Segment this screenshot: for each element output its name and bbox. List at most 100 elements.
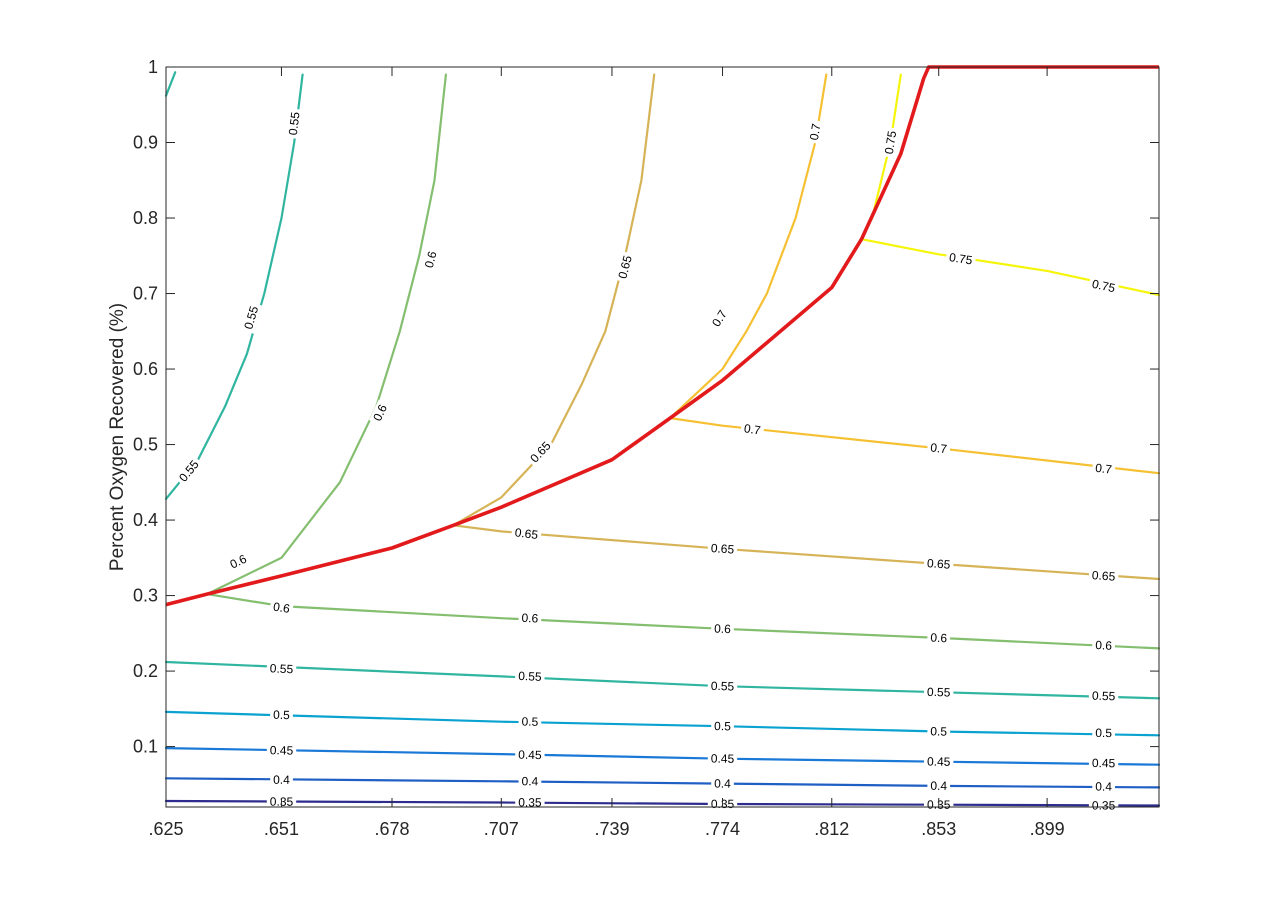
x-tick-label: .651 [264, 819, 299, 839]
contour-label-0.5-0: 0.5 [269, 707, 294, 723]
contour-label-background [707, 678, 738, 694]
y-tick-label: 0.3 [133, 586, 158, 606]
contour-label-0.35-1: 0.35 [515, 795, 545, 810]
contour-label-background [1092, 725, 1116, 741]
contour-label-text: 0.75 [948, 250, 974, 267]
contour-label-background [224, 550, 252, 573]
contour-label-background [923, 754, 954, 769]
contour-label-text: 0.6 [370, 402, 390, 423]
contour-label-background [1092, 779, 1116, 794]
contour-label-text: 0.75 [882, 130, 899, 156]
contour-label-text: 0.6 [272, 599, 291, 616]
contour-label-0.55-2: 0.55 [707, 678, 738, 694]
contour-label-text: 0.55 [518, 669, 542, 684]
contour-label-background [266, 743, 297, 758]
contour-label-text: 0.65 [615, 254, 635, 280]
contour-label-background [707, 751, 738, 766]
contour-label-text: 0.75 [1091, 277, 1117, 296]
contour-label-background [515, 747, 545, 763]
contour-label-background [945, 249, 977, 268]
contour-label-background [923, 555, 954, 572]
y-tick-label: 0.1 [133, 737, 158, 757]
contour-label-text: 0.6 [228, 552, 249, 572]
contour-label-background [614, 251, 636, 284]
contour-label-background [1088, 755, 1119, 771]
contour-label-0.7-4: 0.7 [806, 119, 824, 145]
y-tick-label: 0.7 [133, 284, 158, 304]
contour-label-0.5-4: 0.5 [1092, 725, 1116, 741]
contour-label-background [525, 436, 556, 468]
contour-line-0.55-2 [164, 71, 177, 97]
contour-label-0.65-0: 0.65 [510, 524, 542, 543]
contour-label-background [1088, 567, 1119, 584]
contour-label-0.75-2: 0.75 [881, 126, 900, 159]
contour-label-text: 0.4 [521, 774, 538, 788]
contour-label-background [270, 772, 293, 787]
contour-label-0.45-0: 0.45 [266, 743, 297, 758]
contour-label-background [806, 119, 824, 145]
y-tick-label: 0.4 [133, 510, 158, 530]
x-tick-label: .812 [814, 819, 849, 839]
contour-label-0.6-5: 0.6 [224, 550, 252, 573]
contour-label-background [923, 684, 954, 700]
contour-label-text: 0.7 [1095, 461, 1113, 477]
x-tick-label: .707 [484, 819, 519, 839]
contour-label-text: 0.55 [286, 111, 303, 136]
contour-label-background [927, 724, 951, 739]
contour-label-text: 0.55 [927, 685, 951, 700]
contour-label-text: 0.45 [711, 752, 735, 766]
contour-label-background [269, 598, 294, 617]
contour-label-0.75-1: 0.75 [1087, 276, 1120, 296]
contour-label-background [927, 630, 951, 646]
contour-label-background [510, 524, 542, 543]
contour-label-0.7-2: 0.7 [1091, 460, 1116, 477]
contour-label-background [927, 778, 951, 794]
contour-label-0.5-3: 0.5 [927, 724, 951, 739]
contour-label-0.55-0: 0.55 [266, 661, 297, 677]
contour-label-0.7-1: 0.7 [926, 440, 951, 457]
contour-label-text: 0.5 [930, 724, 947, 738]
contour-label-0.45-4: 0.45 [1088, 755, 1119, 771]
contour-label-text: 0.7 [807, 122, 824, 141]
contour-label-text: 0.35 [1092, 798, 1116, 812]
contour-label-text: 0.4 [714, 777, 731, 791]
x-tick-label: .678 [374, 819, 409, 839]
contour-label-text: 0.65 [514, 525, 539, 542]
contour-label-text: 0.5 [1095, 726, 1112, 740]
plot-area [166, 67, 1159, 807]
contour-label-text: 0.45 [270, 743, 294, 757]
contour-label-background [926, 440, 951, 457]
contour-label-0.6-3: 0.6 [927, 630, 951, 646]
x-tick-label: .899 [1030, 819, 1065, 839]
contour-label-text: 0.55 [1092, 689, 1116, 704]
contour-label-text: 0.4 [930, 779, 947, 793]
boundary-curve [165, 65, 1159, 607]
contour-label-text: 0.6 [521, 611, 539, 626]
boundary-curve-layer [165, 65, 1159, 607]
y-tick-label: 1 [148, 57, 158, 77]
contour-label-background [368, 399, 392, 427]
contour-label-text: 0.35 [518, 795, 542, 809]
contour-label-background [711, 776, 734, 791]
y-tick-label: 0.5 [133, 435, 158, 455]
contour-label-0.4-4: 0.4 [1092, 779, 1116, 794]
contour-label-text: 0.4 [1095, 780, 1112, 794]
contour-label-0.6-6: 0.6 [368, 399, 392, 427]
contour-label-0.4-1: 0.4 [518, 774, 542, 789]
contour-label-0.35-4: 0.35 [1088, 798, 1119, 813]
contour-label-background [711, 718, 735, 734]
contour-label-background [1088, 688, 1119, 704]
contour-label-text: 0.55 [241, 304, 261, 331]
contour-label-text: 0.6 [930, 631, 948, 646]
contour-label-0.55-7: 0.55 [285, 108, 303, 140]
contour-label-0.75-0: 0.75 [945, 249, 977, 268]
y-tick-label: 0.6 [133, 359, 158, 379]
contour-label-text: 0.6 [1095, 638, 1113, 653]
contour-label-background [1091, 637, 1116, 653]
x-tick-label: .739 [594, 819, 629, 839]
contour-label-0.4-2: 0.4 [711, 776, 734, 791]
contour-label-text: 0.5 [273, 708, 290, 722]
plot-frame [165, 66, 1160, 808]
contour-label-background [514, 668, 545, 685]
